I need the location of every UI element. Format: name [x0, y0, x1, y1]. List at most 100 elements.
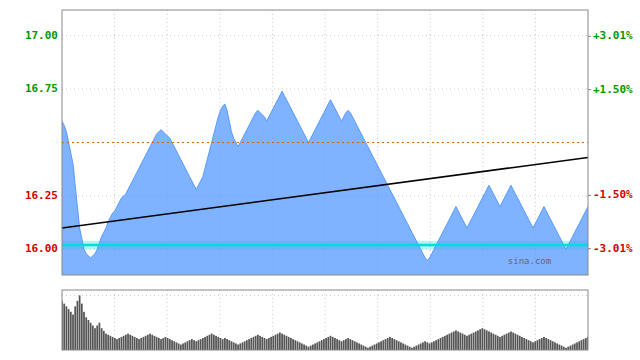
volume-bar: [499, 337, 501, 350]
volume-bar: [349, 339, 351, 350]
volume-bar: [156, 337, 158, 350]
volume-bar: [85, 317, 87, 350]
volume-bar: [90, 323, 92, 350]
volume-bar: [235, 343, 237, 350]
volume-bar: [510, 331, 512, 350]
volume-bar: [343, 340, 345, 350]
volume-bar: [217, 337, 219, 350]
volume-bar: [470, 334, 472, 350]
volume-bar: [182, 343, 184, 350]
volume-bar: [574, 343, 576, 350]
y-tick-label: 16.25: [25, 189, 58, 202]
volume-bar: [314, 343, 316, 350]
volume-bar: [477, 330, 479, 350]
volume-bar: [211, 334, 213, 350]
volume-bar: [554, 342, 556, 350]
volume-bar: [338, 340, 340, 350]
volume-bar: [415, 346, 417, 350]
volume-bar: [378, 342, 380, 350]
volume-bar: [116, 339, 118, 350]
plot-area: [62, 295, 588, 350]
volume-bar: [376, 343, 378, 350]
volume-bar: [503, 335, 505, 350]
volume-bar: [299, 342, 301, 350]
volume-bar: [440, 338, 442, 350]
volume-bar: [479, 329, 481, 350]
volume-bar: [422, 342, 424, 350]
reference-line: [62, 244, 588, 247]
volume-bar: [492, 334, 494, 350]
y2-tick: [588, 248, 591, 249]
volume-bar: [237, 345, 239, 350]
volume-bar: [420, 343, 422, 350]
volume-bar: [517, 335, 519, 350]
volume-bar: [501, 336, 503, 350]
volume-bar: [266, 339, 268, 350]
grid-line-y: [62, 89, 588, 90]
volume-bar: [552, 341, 554, 350]
volume-bar: [508, 333, 510, 350]
volume-bar: [286, 336, 288, 350]
plot-frame: [62, 290, 588, 350]
volume-bar: [391, 338, 393, 350]
volume-bar: [437, 339, 439, 350]
volume-bar: [99, 323, 101, 350]
volume-bar: [581, 340, 583, 350]
volume-bar: [330, 336, 332, 350]
volume-bar: [204, 337, 206, 350]
volume-bar: [259, 336, 261, 350]
volume-bar: [74, 306, 76, 350]
panel-1: [61, 290, 589, 350]
volume-bar: [101, 328, 103, 350]
volume-bar: [312, 345, 314, 350]
volume-bar: [400, 342, 402, 350]
volume-bar: [123, 336, 125, 350]
volume-bar: [160, 339, 162, 350]
grid-line-x: [482, 290, 483, 350]
volume-bar: [464, 335, 466, 350]
y2-tick: [588, 195, 591, 196]
plot-frame: [62, 10, 588, 275]
volume-bar: [559, 345, 561, 350]
volume-bar: [521, 337, 523, 350]
volume-bar: [332, 337, 334, 350]
volume-bar: [393, 339, 395, 350]
volume-bar: [213, 335, 215, 350]
volume-bar: [189, 340, 191, 350]
volume-bar: [490, 333, 492, 350]
volume-bar: [462, 334, 464, 350]
volume-bar: [66, 306, 68, 350]
volume-bar: [250, 338, 252, 350]
volume-bar: [143, 337, 145, 350]
volume-bar: [169, 339, 171, 350]
volume-bar: [63, 304, 65, 350]
volume-bar: [88, 320, 90, 350]
volume-bar: [198, 340, 200, 350]
volume-bar: [473, 333, 475, 350]
volume-bar: [70, 312, 72, 350]
volume-bar: [224, 338, 226, 350]
volume-bar: [396, 340, 398, 350]
volume-bar: [514, 334, 516, 350]
volume-bar: [334, 338, 336, 350]
volume-bar: [283, 335, 285, 350]
volume-bar: [358, 343, 360, 350]
volume-bar: [523, 338, 525, 350]
volume-bar: [77, 301, 79, 350]
volume-bar: [363, 346, 365, 350]
volume-bar: [297, 341, 299, 350]
volume-bar: [481, 328, 483, 350]
volume-bar: [528, 340, 530, 350]
volume-bar: [167, 338, 169, 350]
volume-bar: [548, 339, 550, 350]
volume-bar: [466, 336, 468, 350]
volume-bar: [114, 338, 116, 350]
volume-bar: [424, 341, 426, 350]
volume-bar: [537, 340, 539, 350]
volume-bar: [83, 312, 85, 350]
volume-bar: [105, 334, 107, 350]
volume-bar: [316, 342, 318, 350]
volume-bar: [385, 339, 387, 350]
volume-bar: [134, 337, 136, 350]
volume-bar: [110, 336, 112, 350]
